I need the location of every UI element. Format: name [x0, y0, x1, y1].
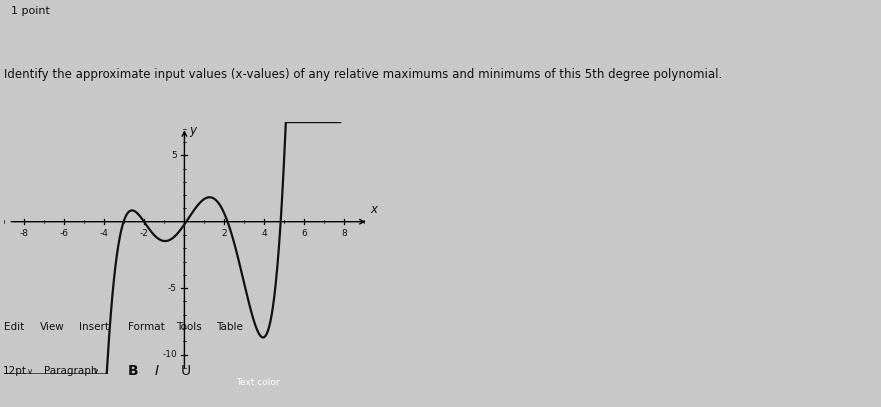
Text: Tools: Tools	[176, 322, 202, 332]
Text: Insert: Insert	[79, 322, 109, 332]
Text: -4: -4	[100, 229, 109, 238]
Text: -8: -8	[20, 229, 29, 238]
Text: -10: -10	[162, 350, 177, 359]
Text: B: B	[128, 364, 138, 378]
Text: Format: Format	[128, 322, 165, 332]
Text: I: I	[154, 364, 159, 378]
Text: -5: -5	[167, 284, 177, 293]
Text: ∨: ∨	[26, 367, 33, 376]
Text: Text color: Text color	[236, 378, 279, 387]
Text: ∨: ∨	[93, 367, 99, 376]
Text: U: U	[181, 364, 190, 378]
Text: 6: 6	[301, 229, 307, 238]
Text: x: x	[370, 203, 377, 216]
Text: 5: 5	[171, 151, 177, 160]
Text: y: y	[189, 124, 196, 137]
Text: 4: 4	[262, 229, 267, 238]
Text: 12pt: 12pt	[3, 366, 26, 376]
Text: 8: 8	[342, 229, 347, 238]
Text: 2: 2	[222, 229, 227, 238]
Text: Paragraph: Paragraph	[44, 366, 98, 376]
Text: Identify the approximate input values (x-values) of any relative maximums and mi: Identify the approximate input values (x…	[4, 68, 722, 81]
Text: 1 point: 1 point	[11, 6, 49, 16]
Text: -2: -2	[140, 229, 149, 238]
Text: -6: -6	[60, 229, 69, 238]
Text: Table: Table	[216, 322, 243, 332]
Text: View: View	[40, 322, 64, 332]
Text: Edit: Edit	[4, 322, 25, 332]
